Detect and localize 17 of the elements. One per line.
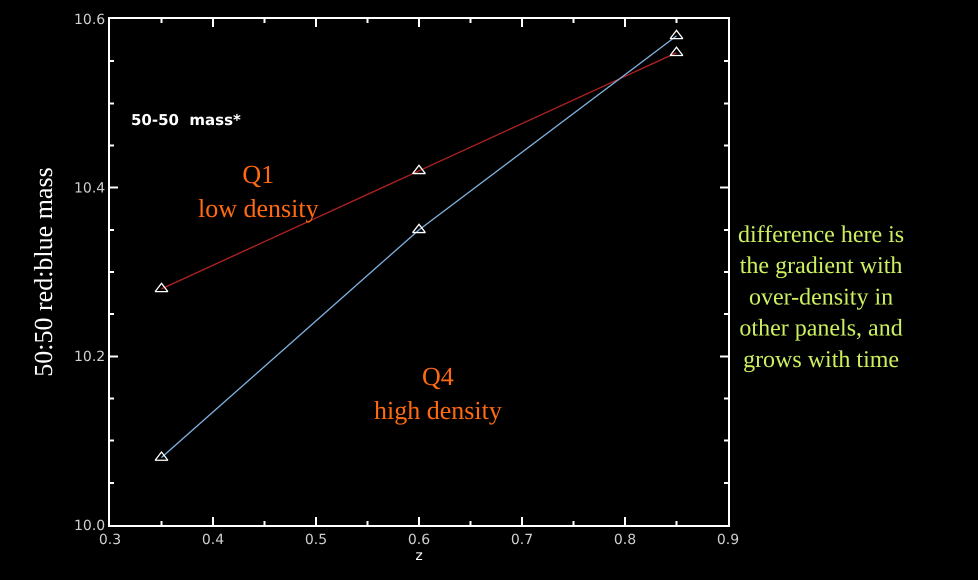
x-tick-label: 0.4 [202, 532, 224, 548]
y-tick-label: 10.4 [74, 180, 106, 197]
y-tick-label: 10.2 [74, 349, 106, 366]
x-tick-label: 0.5 [304, 532, 328, 548]
y-axis-title: 50:50 red:blue mass [28, 167, 58, 377]
x-tick-label: 0.8 [614, 532, 636, 548]
x-axis-title: z [415, 548, 423, 564]
x-tick-label: 0.9 [716, 532, 740, 548]
x-tick-label: 0.3 [98, 532, 122, 548]
x-tick-label: 0.6 [408, 532, 430, 548]
annotation: 50-50 mass* [131, 111, 242, 129]
annotation: Q4 high density [374, 362, 502, 425]
annotation: Q1 low density [198, 160, 319, 223]
y-tick-label: 10.6 [74, 12, 106, 28]
y-tick-label: 10.0 [74, 518, 106, 534]
text: difference here is the gradient with over-density in other panels, and grows with time [738, 222, 904, 373]
x-tick-label: 0.7 [510, 532, 534, 548]
